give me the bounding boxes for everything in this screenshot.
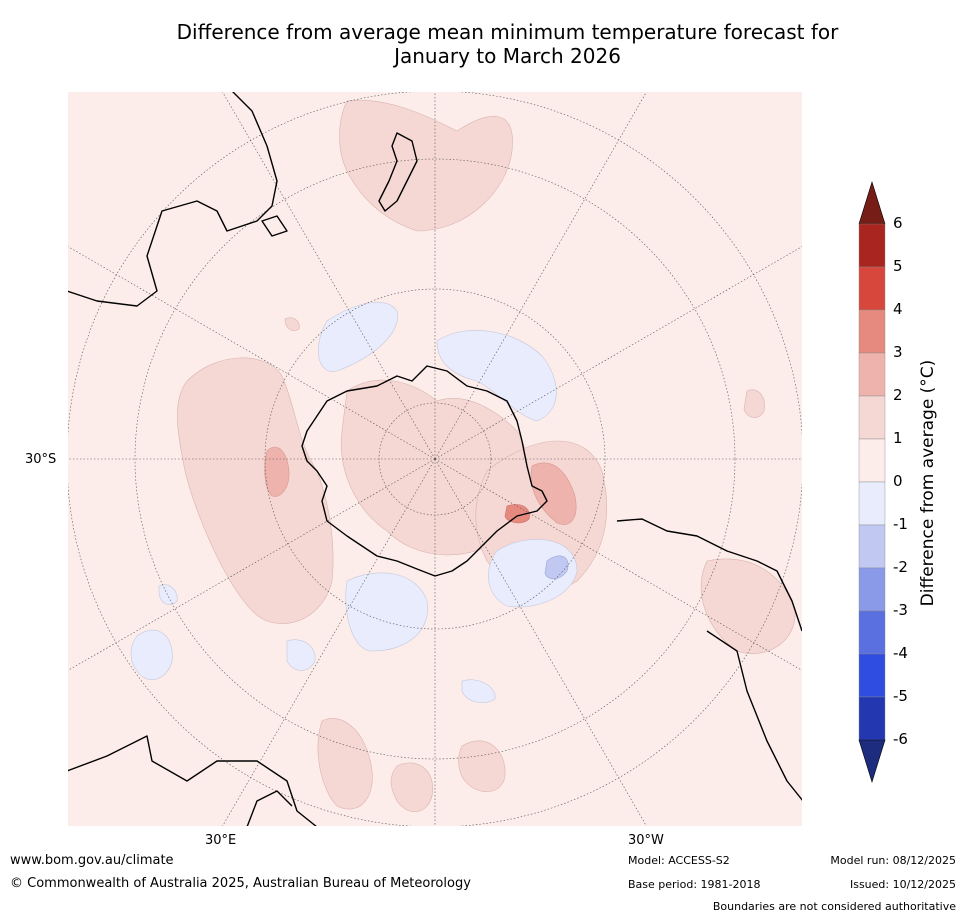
map-title: Difference from average mean minimum tem… [60, 20, 955, 68]
cool-zone-small-2 [158, 584, 178, 605]
meridian-300 [434, 245, 803, 460]
anomaly-neg1-neg2 [544, 555, 569, 580]
anomaly-1-2 [177, 99, 796, 812]
footer-base-period: Base period: 1981-2018 [628, 878, 761, 891]
anomaly-zone-weddell [530, 462, 577, 525]
graticule [67, 91, 803, 827]
anomaly-zone-africa-south-1 [317, 718, 373, 810]
coastlines [67, 91, 803, 827]
forecast-map [67, 91, 803, 827]
colorbar-block [858, 438, 886, 483]
lat-label-30s: 30°S [25, 452, 57, 467]
colorbar-tick-label: -3 [893, 601, 908, 619]
anomaly-zone-new-zealand [339, 99, 513, 232]
anomaly-zone-weddell-core [504, 504, 530, 524]
colorbar [858, 180, 886, 784]
meridian-60 [67, 245, 436, 460]
cool-zone-small-1 [461, 679, 496, 704]
colorbar-tick-label: -5 [893, 687, 908, 705]
colorbar-tick-label: 3 [893, 343, 903, 361]
colorbar-tick-label: 0 [893, 472, 903, 490]
colorbar-tick-label: 6 [893, 214, 903, 232]
colorbar-block [858, 223, 886, 268]
anomaly-zone-south-indian [264, 446, 290, 497]
lon-label-30w: 30°W [628, 833, 664, 848]
colorbar-tick-label: -1 [893, 515, 908, 533]
colorbar-block [858, 395, 886, 440]
meridian-30 [221, 91, 436, 460]
lat-circle-60 [264, 288, 606, 630]
colorbar-block [858, 266, 886, 311]
colorbar-block [858, 653, 886, 698]
anomaly-zone-indian-ocean [177, 357, 334, 624]
meridian-120 [67, 458, 436, 672]
lon-label-30e: 30°E [205, 833, 237, 848]
colorbar-title: Difference from average (°C) [918, 359, 938, 607]
title-line-1: Difference from average mean minimum tem… [176, 20, 839, 44]
colorbar-block [858, 309, 886, 354]
meridian-210 [434, 458, 648, 827]
colorbar-tick-label: -2 [893, 558, 908, 576]
footer-model: Model: ACCESS-S2 [628, 854, 730, 867]
anomaly-zone-africa-south-2 [390, 762, 434, 812]
coast-antarctica [301, 365, 548, 577]
title-line-2: January to March 2026 [394, 44, 621, 68]
cool-zone-kerguelen [345, 572, 428, 652]
lat-circle-45 [134, 158, 736, 760]
colorbar-tick-label: -4 [893, 644, 908, 662]
colorbar-block [858, 567, 886, 612]
anomaly-zone-south-pacific-east [743, 389, 765, 418]
anomaly-2-3 [264, 446, 577, 525]
coast-africa-2 [246, 790, 293, 827]
colorbar-tick-label: -6 [893, 730, 908, 748]
coast-south-america-2 [706, 630, 803, 802]
footer-disclaimer: Boundaries are not considered authoritat… [712, 900, 956, 913]
colorbar-extend-high [858, 180, 886, 225]
anomaly-zone-south-america [700, 558, 796, 654]
coast-south-america [616, 518, 803, 632]
cool-zone-south-georgia-core [544, 555, 569, 580]
colorbar-block [858, 481, 886, 526]
anomaly-zone-africa-south-3 [458, 740, 506, 792]
colorbar-block [858, 696, 886, 741]
colorbar-block [858, 524, 886, 569]
anomaly-zone-tasman [284, 317, 300, 331]
coast-tasmania [261, 215, 288, 237]
coast-africa [67, 735, 318, 827]
colorbar-tick-label: 4 [893, 300, 903, 318]
colorbar-block [858, 352, 886, 397]
colorbar-block [858, 610, 886, 655]
colorbar-extend-low [858, 739, 886, 784]
meridian-240 [434, 458, 803, 672]
colorbar-tick-label: 1 [893, 429, 903, 447]
footer-model-run: Model run: 08/12/2025 [830, 854, 956, 867]
anomaly-3-4 [504, 504, 530, 524]
coast-new-zealand [378, 132, 418, 212]
map-frame [67, 91, 803, 827]
colorbar-blocks [858, 223, 886, 741]
meridian-150 [221, 458, 436, 827]
colorbar-tick-label: 5 [893, 257, 903, 275]
colorbar-tick-label: 2 [893, 386, 903, 404]
footer-copyright: © Commonwealth of Australia 2025, Austra… [10, 876, 471, 891]
cool-zone-crozet [286, 639, 316, 671]
coast-australia [67, 91, 278, 307]
footer-issued: Issued: 10/12/2025 [849, 878, 956, 891]
cool-zone-indian-west [130, 629, 173, 680]
meridian-330 [434, 91, 648, 460]
cool-zone-amundsen [436, 330, 557, 422]
footer-website[interactable]: www.bom.gov.au/climate [10, 853, 174, 868]
